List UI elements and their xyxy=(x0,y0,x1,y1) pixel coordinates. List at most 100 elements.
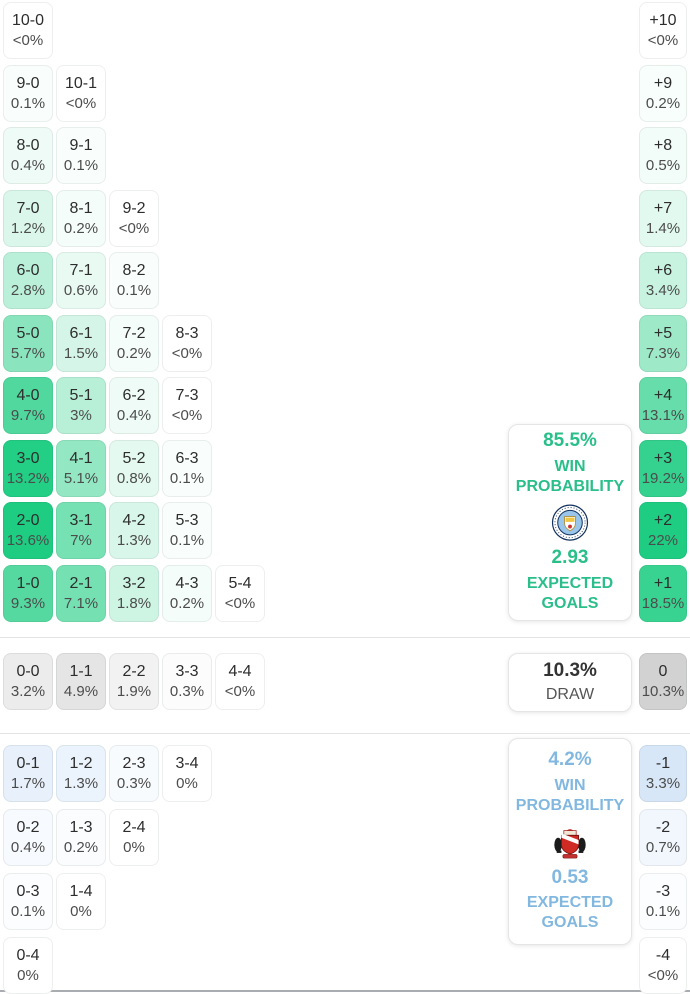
probability: 2.8% xyxy=(10,282,46,299)
scoreline: 3-2 xyxy=(122,575,146,592)
goal-diff-value: +7 xyxy=(653,200,673,217)
goal-diff-cell-minus-1: -1 3.3% xyxy=(639,745,687,802)
goal-diff-value: -3 xyxy=(655,883,671,900)
probability: 0.1% xyxy=(10,95,46,112)
score-cell-5-0: 5-0 5.7% xyxy=(3,315,53,372)
score-cell-5-4: 5-4 <0% xyxy=(215,565,265,622)
probability: 1.8% xyxy=(116,595,152,612)
probability: 19.2% xyxy=(641,470,685,487)
score-cell-5-1: 5-1 3% xyxy=(56,377,106,434)
scoreline: 6-3 xyxy=(175,450,199,467)
draw-summary-box: 10.3% DRAW xyxy=(508,653,632,712)
score-cell-9-2: 9-2 <0% xyxy=(109,190,159,247)
probability: 1.2% xyxy=(10,220,46,237)
scoreline: 3-1 xyxy=(69,512,93,529)
goal-diff-value: 0 xyxy=(658,663,668,680)
probability: <0% xyxy=(171,345,203,362)
probability: 1.7% xyxy=(10,775,46,792)
goal-diff-value: -1 xyxy=(655,755,671,772)
goal-diff-value: +1 xyxy=(653,575,673,592)
goal-diff-value: +8 xyxy=(653,137,673,154)
goal-diff-cell-plus-6: +6 3.4% xyxy=(639,252,687,309)
scoreline: 4-2 xyxy=(122,512,146,529)
scoreline: 9-1 xyxy=(69,137,93,154)
score-cell-0-3: 0-3 0.1% xyxy=(3,873,53,930)
probability: <0% xyxy=(647,32,679,49)
probability: <0% xyxy=(647,967,679,984)
score-cell-7-0: 7-0 1.2% xyxy=(3,190,53,247)
goal-diff-cell-plus-10: +10 <0% xyxy=(639,2,687,59)
score-cell-0-4: 0-4 0% xyxy=(3,937,53,994)
probability: 0.1% xyxy=(63,157,99,174)
score-cell-3-3: 3-3 0.3% xyxy=(162,653,212,710)
away-win-probability-label: WIN PROBABILITY xyxy=(515,776,625,814)
probability: 7% xyxy=(70,532,92,549)
scoreline: 0-2 xyxy=(16,819,40,836)
scoreline: 0-4 xyxy=(16,947,40,964)
scoreline: 2-2 xyxy=(122,663,146,680)
probability: 0% xyxy=(17,967,39,984)
scoreline: 5-1 xyxy=(69,387,93,404)
score-cell-7-3: 7-3 <0% xyxy=(162,377,212,434)
probability: 0.8% xyxy=(116,470,152,487)
scoreline: 8-2 xyxy=(122,262,146,279)
home-win-probability-label: WIN PROBABILITY xyxy=(515,457,625,495)
scoreline: 4-3 xyxy=(175,575,199,592)
scoreline: 0-0 xyxy=(16,663,40,680)
score-cell-2-0: 2-0 13.6% xyxy=(3,502,53,559)
scoreline: 2-4 xyxy=(122,819,146,836)
score-cell-1-1: 1-1 4.9% xyxy=(56,653,106,710)
score-cell-4-1: 4-1 5.1% xyxy=(56,440,106,497)
scoreline: 6-1 xyxy=(69,325,93,342)
probability: 0% xyxy=(176,775,198,792)
probability: 3.3% xyxy=(645,775,681,792)
probability: 0.5% xyxy=(645,157,681,174)
score-cell-0-1: 0-1 1.7% xyxy=(3,745,53,802)
probability: 18.5% xyxy=(641,595,685,612)
score-cell-1-2: 1-2 1.3% xyxy=(56,745,106,802)
score-cell-2-3: 2-3 0.3% xyxy=(109,745,159,802)
score-cell-4-0: 4-0 9.7% xyxy=(3,377,53,434)
scoreline: 5-3 xyxy=(175,512,199,529)
probability: 13.1% xyxy=(641,407,685,424)
goal-diff-cell-plus-5: +5 7.3% xyxy=(639,315,687,372)
score-cell-6-0: 6-0 2.8% xyxy=(3,252,53,309)
probability: 0.2% xyxy=(63,220,99,237)
scoreline: 7-3 xyxy=(175,387,199,404)
scoreline: 3-0 xyxy=(16,450,40,467)
away-win-summary-box: 4.2% WIN PROBABILITY 0.53 EXPECTED GOALS xyxy=(508,738,632,945)
probability: 0% xyxy=(123,839,145,856)
score-cell-8-0: 8-0 0.4% xyxy=(3,127,53,184)
probability: 0.1% xyxy=(116,282,152,299)
score-cell-8-1: 8-1 0.2% xyxy=(56,190,106,247)
probability: 0.2% xyxy=(116,345,152,362)
goal-diff-value: +5 xyxy=(653,325,673,342)
probability: 0.3% xyxy=(169,683,205,700)
goal-diff-cell-0: 0 10.3% xyxy=(639,653,687,710)
goal-diff-value: +3 xyxy=(653,450,673,467)
probability: 9.3% xyxy=(10,595,46,612)
score-cell-4-3: 4-3 0.2% xyxy=(162,565,212,622)
scoreline: 1-4 xyxy=(69,883,93,900)
probability: 0.6% xyxy=(63,282,99,299)
home-expected-goals-label: EXPECTED GOALS xyxy=(526,575,614,612)
home-win-probability-value: 85.5% xyxy=(543,430,597,451)
goal-diff-value: +6 xyxy=(653,262,673,279)
probability: 7.3% xyxy=(645,345,681,362)
scoreline: 1-2 xyxy=(69,755,93,772)
probability: 0.1% xyxy=(645,903,681,920)
scoreline: 8-3 xyxy=(175,325,199,342)
probability: <0% xyxy=(65,95,97,112)
scoreline: 6-2 xyxy=(122,387,146,404)
score-cell-0-2: 0-2 0.4% xyxy=(3,809,53,866)
goal-diff-value: +10 xyxy=(649,12,677,29)
score-cell-10-1: 10-1 <0% xyxy=(56,65,106,122)
home-expected-goals-value: 2.93 xyxy=(551,547,589,569)
scoreline: 8-1 xyxy=(69,200,93,217)
sunderland-badge xyxy=(554,828,586,858)
score-cell-7-1: 7-1 0.6% xyxy=(56,252,106,309)
section-divider-top xyxy=(0,637,690,638)
section-divider-bottom xyxy=(0,733,690,734)
away-expected-goals-value: 0.53 xyxy=(551,866,589,888)
